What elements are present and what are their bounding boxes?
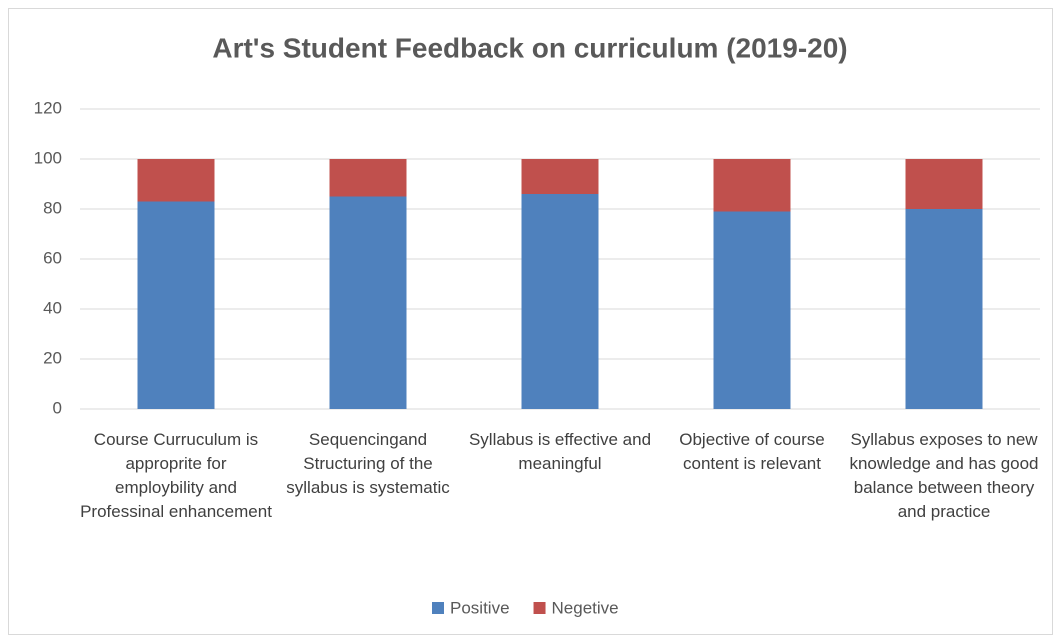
bar-segment [521,194,599,409]
y-tick-label: 80 [43,198,62,217]
y-tick-label: 20 [43,348,62,367]
x-tick-label: Course Curruculum is approprite for empl… [80,430,272,521]
x-tick-label: Syllabus is effective and meaningful [468,430,652,473]
legend-label: Positive [450,598,510,617]
y-tick-label: 120 [34,98,62,117]
y-tick-label: 0 [53,398,62,417]
y-tick-label: 60 [43,248,62,267]
bar-segment [521,159,599,194]
bar-segment [137,159,215,202]
chart-title: Art's Student Feedback on curriculum (20… [212,32,847,63]
bar-segment [713,211,791,409]
x-tick-label: Sequencingand Structuring of the syllabu… [286,430,450,497]
legend-label: Negetive [552,598,619,617]
x-tick-label: Syllabus exposes to new knowledge and ha… [849,430,1039,521]
x-tick-label: Objective of course content is relevant [679,430,825,473]
bar-segment [905,209,983,409]
legend-swatch [432,602,444,614]
y-tick-label: 40 [43,298,62,317]
legend-swatch [533,602,546,614]
bar-segment [905,159,983,209]
bar-segment [329,196,407,409]
bar-segment [329,159,407,197]
y-tick-label: 100 [34,148,62,167]
bar-segment [137,201,215,409]
bar-segment [713,159,791,212]
